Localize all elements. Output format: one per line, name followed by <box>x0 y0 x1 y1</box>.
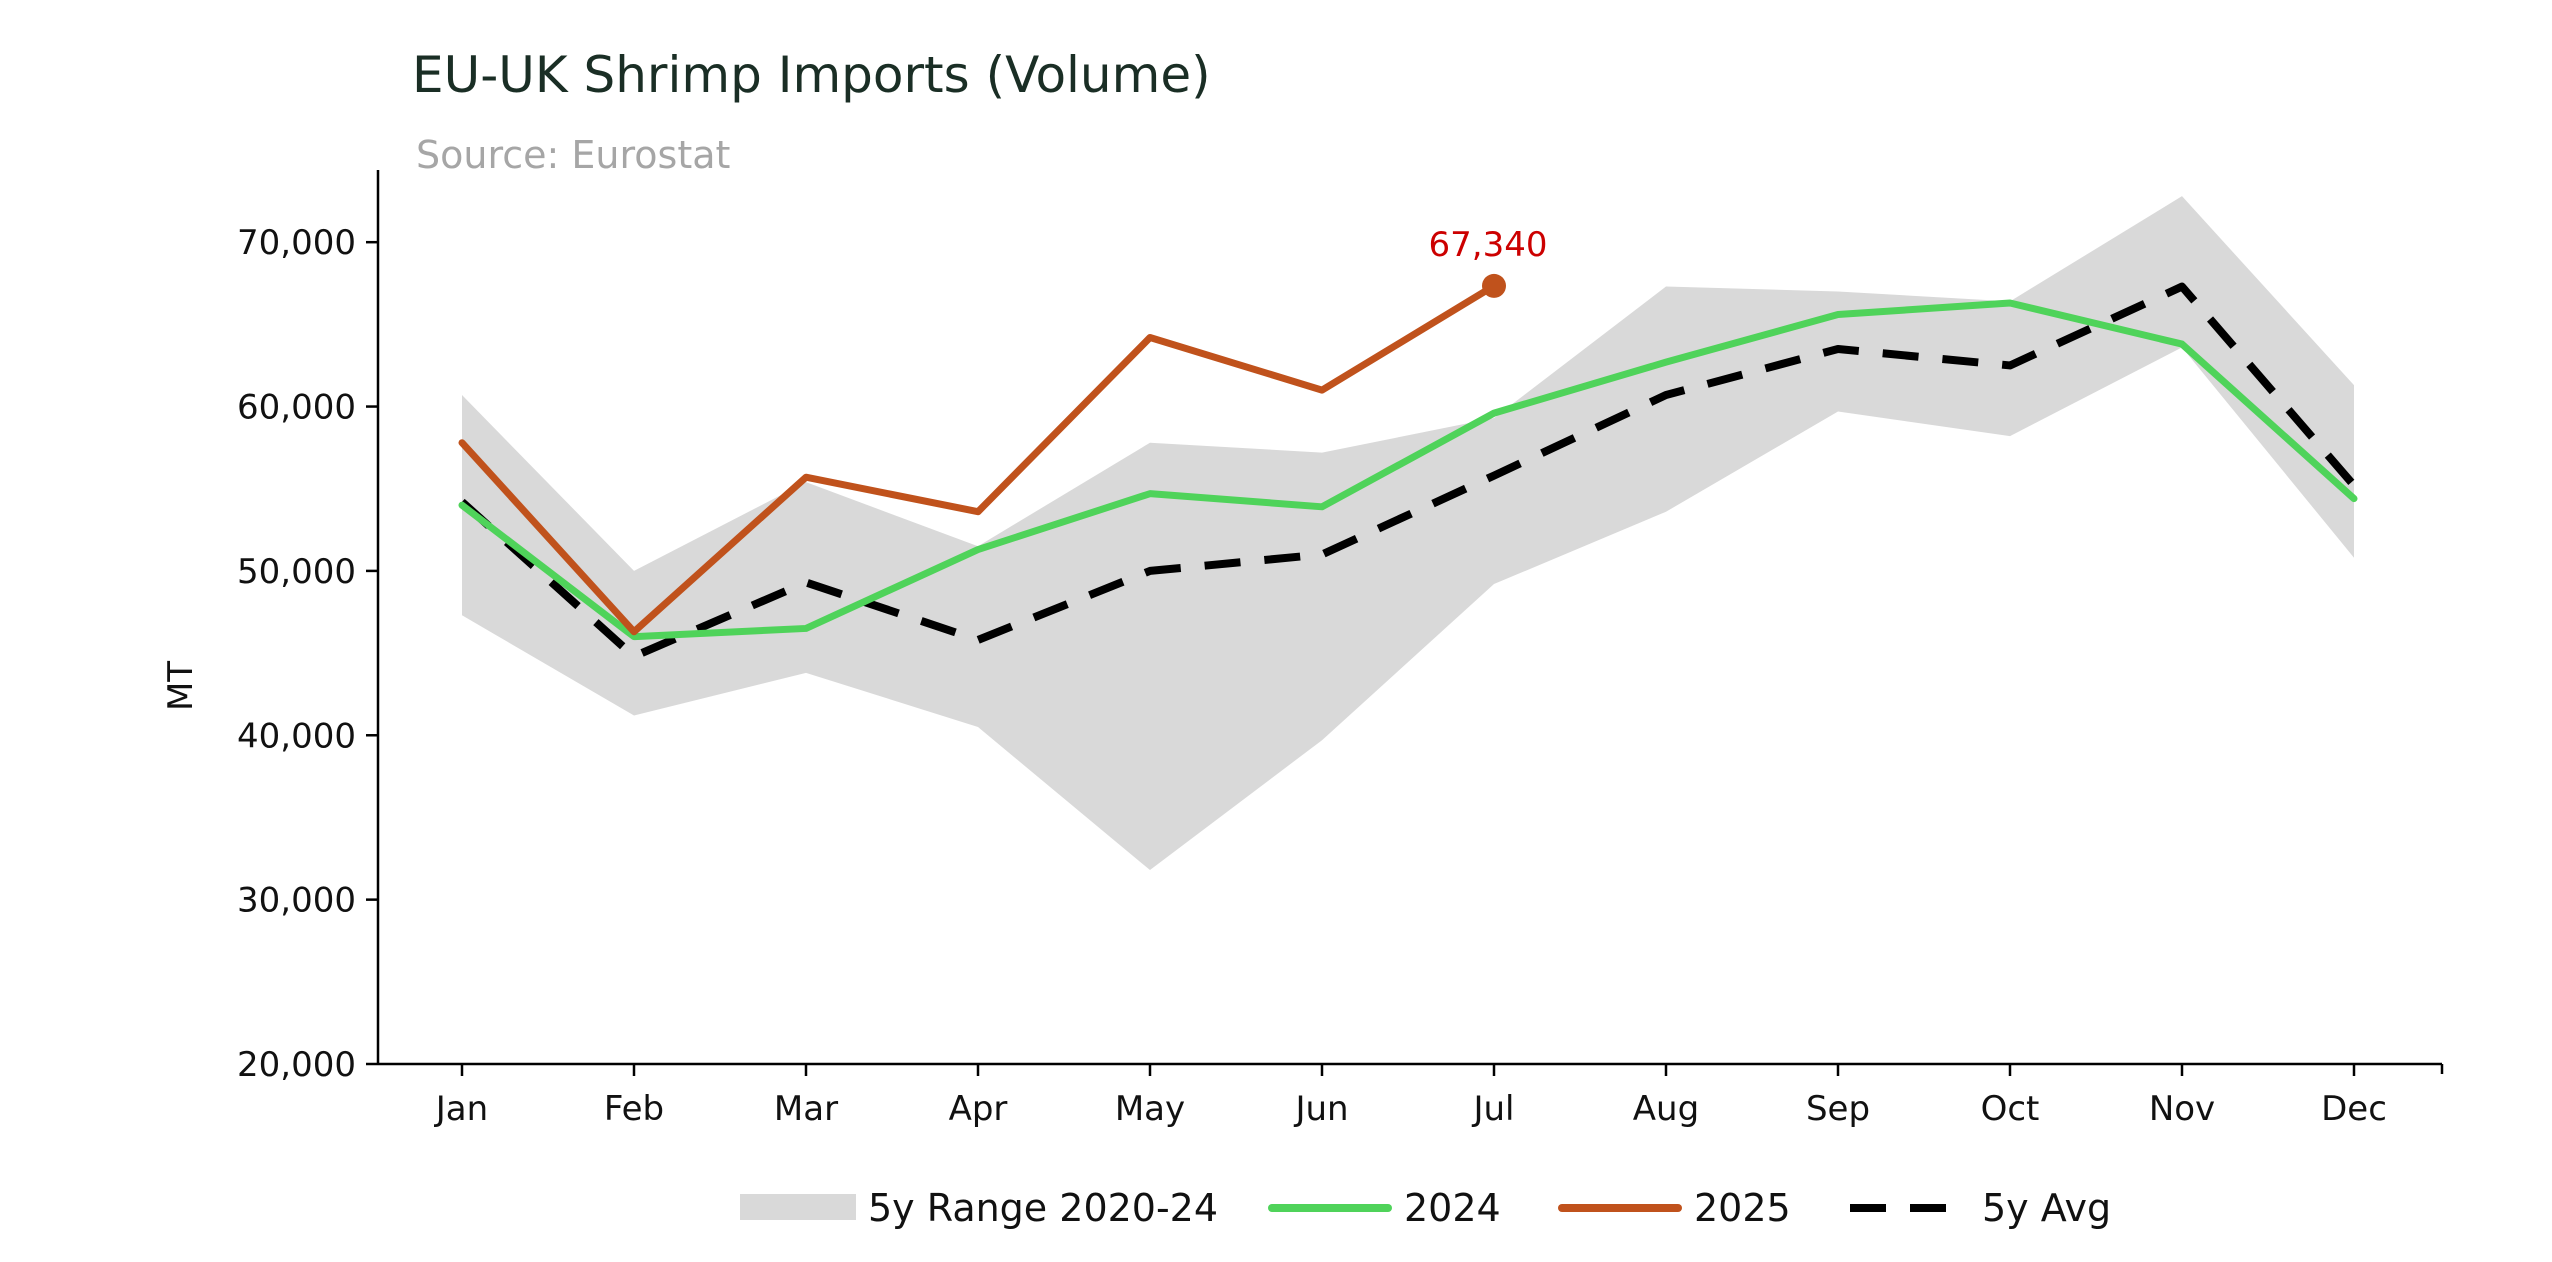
x-tick-label: Mar <box>774 1089 838 1129</box>
x-tick-label: Dec <box>2321 1089 2387 1129</box>
y-tick-label: 40,000 <box>237 716 356 756</box>
legend: 5y Range 2020-24 2024 2025 5y Avg <box>740 1186 2111 1230</box>
y-tick-label: 20,000 <box>237 1045 356 1085</box>
y-tick-label: 50,000 <box>237 552 356 592</box>
range-band-layer <box>462 196 2354 871</box>
x-tick-label: Nov <box>2149 1089 2215 1129</box>
y-tick-label: 30,000 <box>237 881 356 921</box>
chart-title: EU-UK Shrimp Imports (Volume) <box>412 46 1211 104</box>
legend-label: 5y Avg <box>1982 1186 2111 1230</box>
x-tick-label: Jun <box>1293 1089 1348 1129</box>
chart-subtitle: Source: Eurostat <box>416 133 730 177</box>
axes: 20,000 30,000 40,000 50,000 60,000 70,000 Jan F… <box>237 170 2444 1129</box>
legend-item-5y-range-2020-24: 5y Range 2020-24 <box>740 1186 1218 1230</box>
legend-label: 5y Range 2020-24 <box>868 1186 1218 1230</box>
x-tick-label: Jan <box>434 1089 488 1129</box>
legend-label: 2025 <box>1694 1186 1791 1230</box>
x-tick-label: May <box>1115 1089 1185 1129</box>
x-tick-label: Sep <box>1806 1089 1870 1129</box>
legend-label: 2024 <box>1404 1186 1501 1230</box>
series-line-5y-avg <box>459 282 2358 661</box>
annotation-layer: 67,340 <box>1429 225 1548 265</box>
y-tick-label: 60,000 <box>237 388 356 428</box>
x-tick-label: Feb <box>604 1089 664 1129</box>
series-layer <box>458 273 2358 661</box>
y-tick-label: 70,000 <box>237 223 356 263</box>
x-tick-label: Jul <box>1471 1089 1514 1129</box>
y-axis-label: MT <box>161 661 201 711</box>
legend-swatch <box>740 1194 856 1220</box>
x-tick-label: Aug <box>1633 1089 1699 1129</box>
data-label: 67,340 <box>1429 225 1548 265</box>
legend-item-5y-avg: 5y Avg <box>1850 1186 2111 1230</box>
range-band-area <box>462 196 2354 871</box>
legend-item-2024: 2024 <box>1268 1186 1501 1230</box>
series-line-2024 <box>458 299 2358 641</box>
legend-item-2025: 2025 <box>1558 1186 1791 1230</box>
x-tick-label: Apr <box>949 1089 1008 1129</box>
end-marker-2025 <box>1482 273 1506 298</box>
x-tick-label: Oct <box>1981 1089 2040 1129</box>
